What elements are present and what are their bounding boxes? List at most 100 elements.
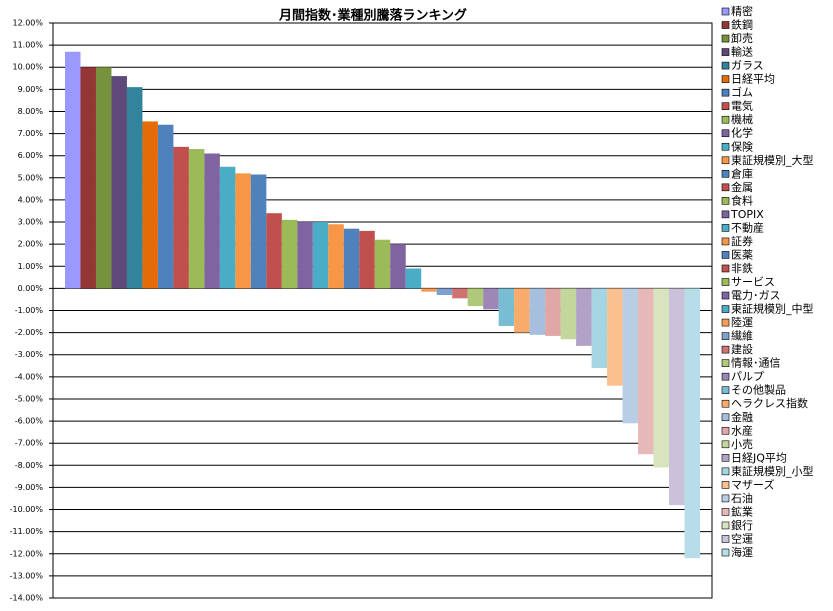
y-tick-label: -6.00%	[15, 417, 44, 426]
legend-swatch	[721, 548, 730, 557]
y-tick-label: -10.00%	[10, 505, 44, 514]
legend-swatch	[721, 535, 730, 543]
legend-swatch	[721, 440, 730, 449]
bar	[669, 288, 685, 506]
legend-swatch	[721, 129, 730, 138]
legend-label: 精密	[731, 4, 753, 18]
legend-label: 銀行	[731, 518, 753, 532]
legend-label: TOPIX	[730, 208, 764, 221]
bar	[173, 146, 189, 289]
bar	[281, 219, 298, 289]
legend-label: 情報･通信	[731, 357, 781, 370]
bar	[529, 288, 546, 335]
y-tick-label: -4.00%	[15, 372, 44, 381]
legend-label: ヘラクレス指数	[731, 396, 808, 410]
bar	[467, 288, 484, 307]
legend-label: 陸運	[731, 316, 753, 329]
bar	[421, 288, 437, 292]
legend-swatch	[721, 318, 730, 327]
legend-label: 医薬	[731, 248, 753, 261]
legend-swatch	[721, 264, 730, 273]
legend-swatch	[721, 521, 730, 530]
bar	[514, 288, 530, 333]
y-tick-label: -9.00%	[15, 483, 44, 492]
legend-swatch	[721, 237, 730, 246]
legend-label: 電力･ガス	[731, 289, 781, 302]
legend-swatch	[721, 251, 730, 259]
legend-label: 小売	[731, 438, 753, 451]
bar	[359, 230, 375, 289]
bar	[390, 244, 406, 289]
legend-swatch	[721, 224, 730, 232]
legend-label: 非鉄	[731, 261, 753, 275]
y-tick-label: 4.00%	[18, 195, 44, 204]
bar	[591, 288, 608, 368]
legend-swatch	[721, 170, 730, 178]
legend-swatch	[721, 372, 730, 381]
legend-swatch	[721, 399, 730, 408]
legend-swatch	[721, 75, 730, 83]
legend-swatch	[721, 305, 730, 313]
legend-swatch	[721, 183, 730, 192]
legend-label: ゴム	[731, 85, 753, 99]
bar	[684, 288, 700, 559]
y-tick-label: -12.00%	[10, 549, 44, 558]
y-tick-label: 10.00%	[12, 63, 43, 72]
legend-swatch	[721, 291, 730, 300]
bar	[126, 87, 143, 289]
legend-swatch	[721, 454, 730, 462]
legend-label: 石油	[731, 491, 753, 505]
bar	[622, 288, 639, 424]
bar	[343, 228, 360, 289]
bar	[607, 288, 623, 386]
bar	[498, 288, 515, 326]
legend-swatch	[721, 88, 730, 97]
legend-label: 日経JQ平均	[731, 451, 787, 464]
legend-swatch	[721, 345, 730, 354]
bar	[65, 51, 81, 289]
legend-swatch	[721, 359, 730, 367]
bar	[235, 173, 251, 289]
bar	[638, 288, 654, 455]
bar	[405, 268, 422, 289]
legend-label: 証券	[731, 234, 753, 248]
bar	[436, 288, 453, 296]
bar	[545, 288, 561, 336]
legend-swatch	[721, 21, 730, 29]
legend-swatch	[721, 426, 730, 435]
legend-label: パルプ	[731, 370, 764, 383]
bar	[266, 213, 282, 289]
chart-title: 月間指数･業種別騰落ランキング	[278, 8, 467, 24]
legend-label: 水産	[731, 424, 753, 437]
bar	[483, 288, 499, 310]
y-tick-label: 5.00%	[18, 173, 44, 182]
legend-label: 建設	[731, 342, 753, 356]
y-tick-label: 11.00%	[12, 41, 43, 50]
y-tick-label: 8.00%	[18, 107, 44, 116]
y-tick-label: -5.00%	[15, 394, 44, 403]
legend-label: 食料	[731, 193, 753, 207]
y-tick-label: -13.00%	[10, 571, 44, 580]
bar	[374, 239, 391, 289]
y-tick-label: -11.00%	[10, 527, 44, 536]
legend-label: 輸送	[731, 45, 753, 59]
y-tick-label: 1.00%	[18, 262, 44, 271]
legend-label: 東証規模別_中型	[731, 302, 814, 316]
legend-swatch	[721, 115, 730, 124]
legend-swatch	[721, 210, 730, 219]
bar	[312, 222, 329, 289]
legend-swatch	[721, 102, 730, 110]
bar	[219, 166, 236, 289]
legend-swatch	[721, 61, 730, 70]
legend-label: 金属	[731, 180, 753, 194]
legend-label: その他製品	[731, 383, 786, 397]
legend-swatch	[721, 332, 730, 340]
bar	[328, 224, 344, 289]
legend-swatch	[721, 197, 730, 205]
legend-label: 倉庫	[731, 166, 753, 180]
legend-swatch	[721, 494, 730, 503]
bar	[653, 288, 670, 468]
bar	[452, 288, 468, 299]
bar	[95, 67, 112, 289]
y-tick-label: -7.00%	[15, 439, 44, 448]
